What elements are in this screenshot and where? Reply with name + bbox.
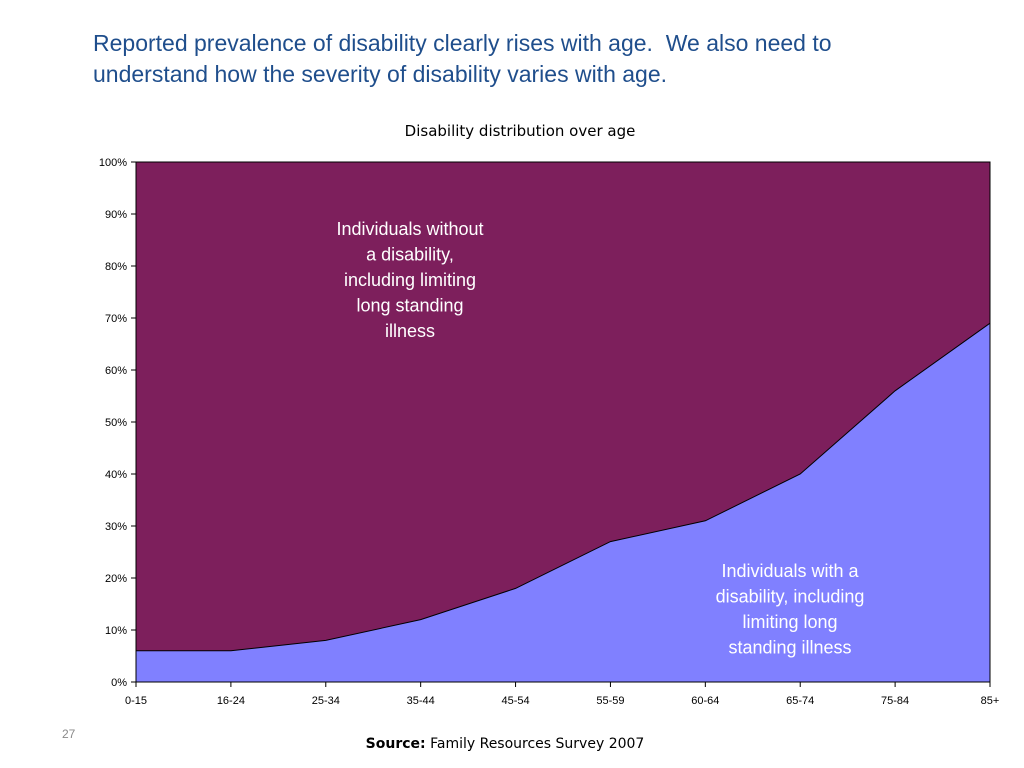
annotation-with-disability: Individuals with a xyxy=(721,561,859,581)
x-tick-label: 25-34 xyxy=(312,695,340,707)
y-tick-label: 100% xyxy=(99,157,127,169)
y-tick-label: 90% xyxy=(105,209,127,221)
x-tick-label: 45-54 xyxy=(501,695,529,707)
annotation-with-disability: standing illness xyxy=(728,638,851,658)
y-tick-label: 20% xyxy=(105,573,127,585)
annotation-with-disability: limiting long xyxy=(742,612,837,632)
series-boundary-line xyxy=(136,322,991,652)
source-text: Family Resources Survey 2007 xyxy=(430,736,645,752)
x-tick-label: 60-64 xyxy=(691,695,719,707)
x-tick-label: 16-24 xyxy=(217,695,245,707)
y-tick-label: 40% xyxy=(105,469,127,481)
annotation-without-disability: a disability, xyxy=(366,245,454,265)
y-tick-label: 30% xyxy=(105,521,127,533)
x-tick-label: 75-84 xyxy=(881,695,909,707)
slide-title-line-2: understand how the severity of disabilit… xyxy=(93,61,668,87)
slide-title: Reported prevalence of disability clearl… xyxy=(93,28,973,90)
page-number: 27 xyxy=(62,727,76,741)
y-tick-label: 10% xyxy=(105,625,127,637)
area-with-disability xyxy=(136,323,990,682)
x-tick-label: 65-74 xyxy=(786,695,814,707)
y-tick-label: 80% xyxy=(105,261,127,273)
chart-title: Disability distribution over age xyxy=(404,122,636,140)
x-tick-label: 85+ xyxy=(981,695,1000,707)
y-tick-label: 70% xyxy=(105,313,127,325)
annotation-with-disability: disability, including xyxy=(716,587,865,607)
source-label: Source: xyxy=(365,736,426,752)
x-tick-label: 55-59 xyxy=(596,695,624,707)
y-tick-label: 50% xyxy=(105,417,127,429)
annotation-without-disability: Individuals without xyxy=(336,219,483,239)
annotation-without-disability: long standing xyxy=(356,296,463,316)
annotation-without-disability: including limiting xyxy=(344,270,476,290)
y-tick-label: 0% xyxy=(111,677,127,689)
source-line: Source: Family Resources Survey 2007 xyxy=(0,736,1010,752)
annotation-without-disability: illness xyxy=(385,321,435,341)
x-tick-label: 0-15 xyxy=(125,695,147,707)
x-tick-label: 35-44 xyxy=(407,695,435,707)
y-tick-label: 60% xyxy=(105,365,127,377)
slide-title-line-1: Reported prevalence of disability clearl… xyxy=(93,30,832,56)
